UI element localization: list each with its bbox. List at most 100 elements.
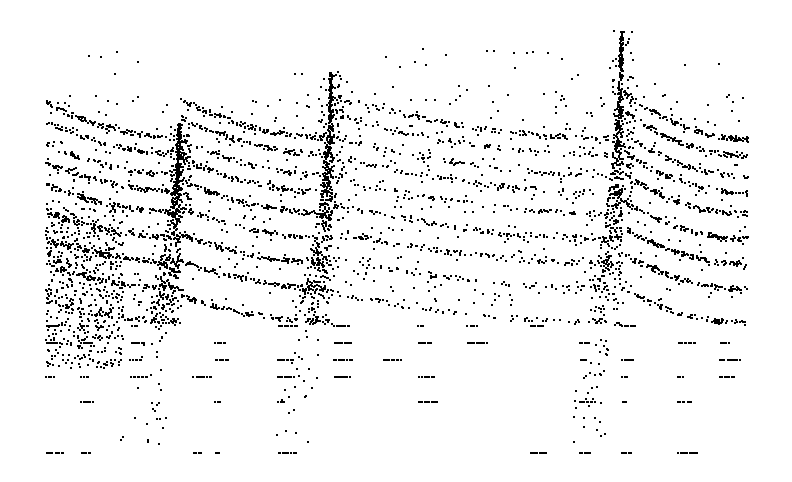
data-point	[330, 235, 332, 237]
data-point	[325, 314, 327, 316]
data-point	[613, 299, 615, 301]
data-point	[209, 114, 211, 116]
data-point	[80, 135, 82, 137]
data-point	[337, 291, 339, 293]
data-point	[568, 174, 570, 176]
data-point	[91, 139, 93, 141]
data-point	[739, 321, 741, 323]
data-point	[710, 135, 712, 137]
data-point	[313, 322, 315, 324]
data-point	[53, 186, 55, 188]
data-point	[351, 297, 353, 299]
data-point	[272, 283, 274, 285]
data-point	[374, 166, 376, 168]
data-point	[167, 151, 169, 153]
data-point	[109, 167, 111, 169]
data-point	[621, 161, 623, 163]
data-point	[136, 185, 138, 187]
data-point	[527, 168, 529, 170]
data-point	[681, 181, 683, 183]
data-point	[313, 250, 315, 252]
data-point	[619, 194, 621, 196]
data-point	[744, 324, 746, 326]
data-point	[146, 153, 148, 155]
data-point	[744, 177, 746, 179]
data-point	[578, 260, 580, 262]
data-point	[599, 237, 601, 239]
data-point	[562, 188, 564, 190]
data-point	[161, 171, 163, 173]
data-point	[614, 229, 616, 231]
data-point	[163, 285, 165, 287]
data-point	[627, 227, 629, 229]
data-point	[162, 234, 164, 236]
data-point	[422, 116, 424, 118]
data-point	[408, 191, 410, 193]
data-point	[156, 418, 158, 420]
data-point	[322, 290, 324, 292]
data-point	[152, 234, 154, 236]
data-point	[317, 269, 319, 271]
data-point	[619, 192, 621, 194]
data-point	[134, 131, 136, 133]
data-point	[321, 119, 323, 121]
data-point	[188, 123, 190, 125]
data-point	[113, 146, 115, 148]
data-point	[530, 232, 532, 234]
data-point	[170, 150, 172, 152]
data-point	[603, 314, 605, 316]
data-point	[695, 183, 697, 185]
data-point	[176, 168, 178, 170]
data-point	[88, 179, 90, 181]
data-point	[297, 263, 299, 265]
data-point	[505, 284, 507, 286]
data-point	[622, 49, 624, 51]
data-point	[557, 134, 559, 136]
data-point	[313, 280, 315, 282]
data-point	[619, 265, 621, 267]
data-point	[704, 285, 706, 287]
data-point	[278, 259, 280, 261]
data-point	[667, 139, 669, 141]
data-point	[72, 273, 74, 275]
data-point	[168, 214, 170, 216]
data-point	[334, 97, 336, 99]
data-point	[596, 138, 598, 140]
data-point	[446, 277, 448, 279]
data-point	[692, 183, 694, 185]
data-point	[732, 288, 734, 290]
data-point	[261, 313, 263, 315]
data-point	[324, 230, 326, 232]
data-point	[545, 135, 547, 137]
data-point	[168, 256, 170, 258]
data-point	[621, 47, 623, 49]
data-point	[257, 257, 259, 259]
data-point	[177, 182, 179, 184]
data-point	[179, 221, 181, 223]
data-point	[274, 285, 276, 287]
data-point	[314, 262, 316, 264]
data-point	[161, 283, 163, 285]
data-point	[467, 279, 469, 281]
data-point	[109, 203, 111, 205]
data-point	[723, 151, 725, 153]
data-point	[545, 320, 547, 322]
data-point	[358, 144, 360, 146]
data-point	[718, 138, 720, 140]
data-point	[723, 172, 725, 174]
data-point	[100, 202, 102, 204]
data-point	[181, 171, 183, 173]
data-point	[97, 226, 99, 228]
data-point	[368, 164, 370, 166]
data-point	[294, 137, 296, 139]
data-point	[280, 132, 282, 134]
data-point	[316, 216, 318, 218]
data-point	[115, 232, 117, 234]
data-point	[101, 255, 103, 257]
data-point	[268, 256, 270, 258]
data-point	[342, 162, 344, 164]
data-point	[156, 351, 158, 353]
data-point	[509, 170, 511, 172]
data-point	[272, 189, 274, 191]
data-point	[248, 163, 250, 165]
